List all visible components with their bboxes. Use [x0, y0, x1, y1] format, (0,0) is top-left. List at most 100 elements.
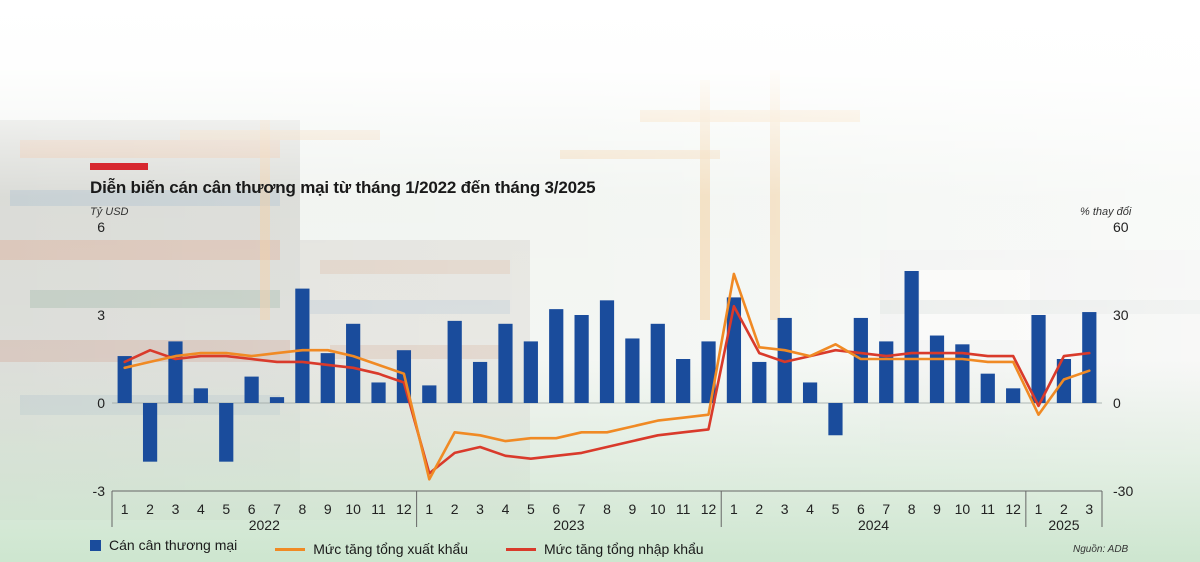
- month-tick-label: 12: [701, 501, 717, 517]
- month-tick-label: 8: [908, 501, 916, 517]
- bar-balance: [1031, 315, 1046, 403]
- bar-balance: [828, 403, 843, 436]
- legend-label-export: Mức tăng tổng xuất khẩu: [313, 541, 469, 557]
- month-tick-label: 2: [755, 501, 763, 517]
- bar-balance: [168, 341, 183, 403]
- bar-balance: [320, 353, 335, 403]
- legend: Cán cân thương mại Mức tăng tổng xuất kh…: [90, 537, 738, 557]
- bar-balance: [980, 373, 995, 403]
- bar-balance: [777, 317, 792, 403]
- month-tick-label: 9: [933, 501, 941, 517]
- bar-balance: [269, 397, 285, 403]
- bar-balance: [853, 317, 868, 403]
- bar-balance: [472, 361, 488, 403]
- bar-balance: [650, 323, 665, 403]
- bar-balance: [752, 361, 767, 403]
- year-label: 2025: [1048, 517, 1079, 533]
- month-tick-label: 6: [248, 501, 256, 517]
- bar-balance: [929, 335, 945, 403]
- legend-item-balance: Cán cân thương mại: [90, 537, 237, 553]
- month-tick-label: 9: [628, 501, 636, 517]
- source-note: Nguồn: ADB: [1073, 544, 1129, 555]
- month-tick-label: 12: [1005, 501, 1021, 517]
- month-tick-label: 10: [650, 501, 666, 517]
- legend-swatch-import: [506, 547, 536, 551]
- legend-swatch-balance: [90, 539, 101, 551]
- month-tick-label: 12: [396, 501, 412, 517]
- month-tick-label: 3: [1085, 501, 1093, 517]
- month-tick-label: 7: [273, 501, 281, 517]
- line-export-growth: [123, 272, 1091, 481]
- month-tick-label: 10: [345, 501, 361, 517]
- month-tick-label: 4: [197, 501, 205, 517]
- month-tick-label: 2: [146, 501, 154, 517]
- month-tick-label: 4: [502, 501, 510, 517]
- month-tick-label: 7: [578, 501, 586, 517]
- legend-swatch-export: [275, 547, 306, 551]
- left-axis-label: Tỷ USD: [90, 206, 129, 218]
- legend-label-balance: Cán cân thương mại: [109, 537, 238, 553]
- bar-balance: [244, 376, 259, 403]
- bar-balance: [599, 300, 615, 403]
- bar-balance: [574, 315, 589, 403]
- left-tick-label: 6: [97, 219, 105, 235]
- bar-balance: [549, 309, 564, 403]
- bar-balance: [1006, 388, 1021, 403]
- left-tick-label: 0: [97, 395, 105, 411]
- line-import-growth: [123, 304, 1091, 475]
- month-tick-label: 10: [955, 501, 971, 517]
- month-tick-label: 1: [425, 501, 433, 517]
- bar-balance: [523, 341, 538, 403]
- bar-balance: [676, 359, 691, 403]
- left-tick-label: 3: [97, 307, 105, 323]
- legend-item-import: Mức tăng tổng nhập khẩu: [506, 541, 704, 557]
- month-tick-label: 3: [172, 501, 180, 517]
- bar-balance: [904, 271, 919, 403]
- month-tick-label: 5: [527, 501, 535, 517]
- month-tick-label: 8: [298, 501, 306, 517]
- month-tick-label: 11: [371, 501, 386, 517]
- month-tick-label: 6: [552, 501, 560, 517]
- bar-balance: [142, 403, 158, 462]
- month-tick-label: 4: [806, 501, 814, 517]
- year-label: 2023: [553, 517, 584, 533]
- month-tick-label: 2: [451, 501, 459, 517]
- bar-balance: [879, 341, 894, 403]
- bar-balance: [346, 323, 361, 403]
- title-accent-bar: [90, 163, 148, 170]
- bar-balance: [219, 403, 234, 462]
- bar-balance: [625, 338, 640, 403]
- month-tick-label: 6: [857, 501, 865, 517]
- bar-balance: [447, 320, 462, 403]
- bar-balance: [371, 382, 386, 403]
- right-tick-label: 60: [1113, 219, 1129, 235]
- month-tick-label: 8: [603, 501, 611, 517]
- month-tick-label: 3: [476, 501, 484, 517]
- chart-title: Diễn biến cán cân thương mại từ tháng 1/…: [90, 178, 596, 197]
- bar-balance: [295, 288, 310, 403]
- right-tick-label: 30: [1113, 307, 1129, 323]
- month-tick-label: 9: [324, 501, 332, 517]
- month-tick-label: 7: [882, 501, 890, 517]
- month-tick-label: 5: [832, 501, 840, 517]
- left-tick-label: -3: [93, 483, 106, 499]
- month-tick-label: 1: [121, 501, 129, 517]
- month-tick-label: 3: [781, 501, 789, 517]
- month-tick-label: 11: [676, 501, 691, 517]
- legend-item-export: Mức tăng tổng xuất khẩu: [275, 541, 468, 557]
- month-tick-label: 1: [1035, 501, 1043, 517]
- month-tick-label: 5: [222, 501, 230, 517]
- year-label: 2024: [858, 517, 889, 533]
- bar-balance: [1082, 312, 1097, 403]
- right-tick-label: -30: [1113, 483, 1133, 499]
- year-label: 2022: [249, 517, 280, 533]
- month-tick-label: 11: [980, 501, 995, 517]
- bar-balance: [193, 388, 208, 403]
- right-tick-label: 0: [1113, 395, 1121, 411]
- bar-balance: [422, 385, 437, 403]
- month-tick-label: 2: [1060, 501, 1068, 517]
- bar-balance: [498, 323, 513, 403]
- month-tick-label: 1: [730, 501, 738, 517]
